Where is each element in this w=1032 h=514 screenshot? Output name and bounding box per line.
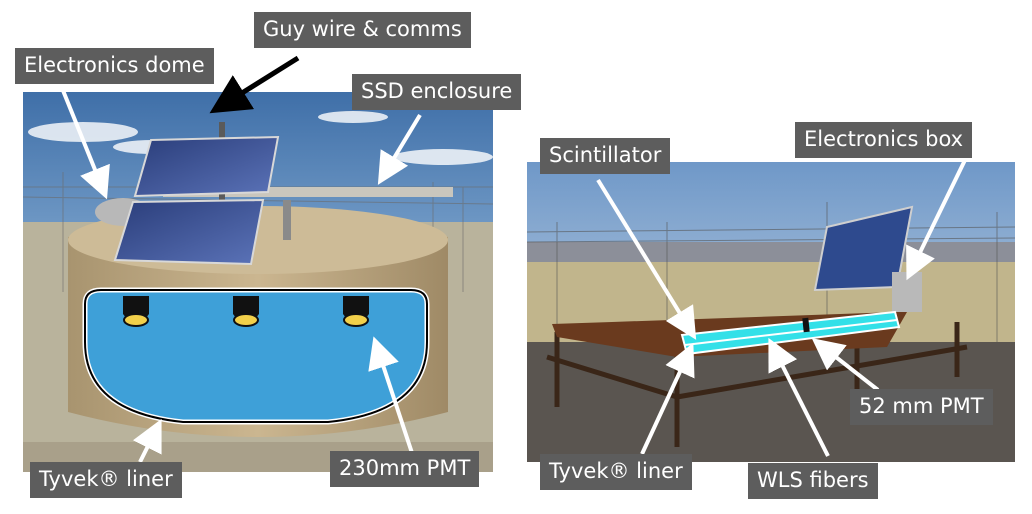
label-electronics-box: Electronics box: [795, 122, 973, 158]
label-scintillator: Scintillator: [540, 138, 671, 174]
pmt-face: [233, 313, 259, 327]
pmt-face: [123, 313, 149, 327]
pmt: [802, 317, 810, 333]
wls-fibers: [684, 319, 898, 346]
pmt-group: [123, 296, 369, 327]
water-tank-photo: [23, 92, 493, 472]
solar-panel-lower: [113, 198, 265, 266]
label-tank-tyvek-liner: Tyvek® liner: [30, 462, 182, 498]
mountains: [527, 242, 1015, 264]
label-ssd-pmt: 52 mm PMT: [850, 389, 993, 425]
ssd-enclosure: [163, 187, 453, 197]
label-electronics-dome: Electronics dome: [15, 48, 214, 84]
water-tank-scene: [23, 92, 493, 472]
solar-panel-upper: [133, 135, 280, 198]
label-ssd-tyvek-liner: Tyvek® liner: [540, 454, 692, 490]
label-guy-wire: Guy wire & comms: [254, 12, 471, 48]
electronics-box: [892, 272, 922, 312]
label-ssd-enclosure: SSD enclosure: [352, 74, 522, 110]
label-wls-fibers: WLS fibers: [748, 463, 878, 499]
pmt-face: [343, 313, 369, 327]
label-tank-pmt: 230mm PMT: [330, 451, 480, 487]
